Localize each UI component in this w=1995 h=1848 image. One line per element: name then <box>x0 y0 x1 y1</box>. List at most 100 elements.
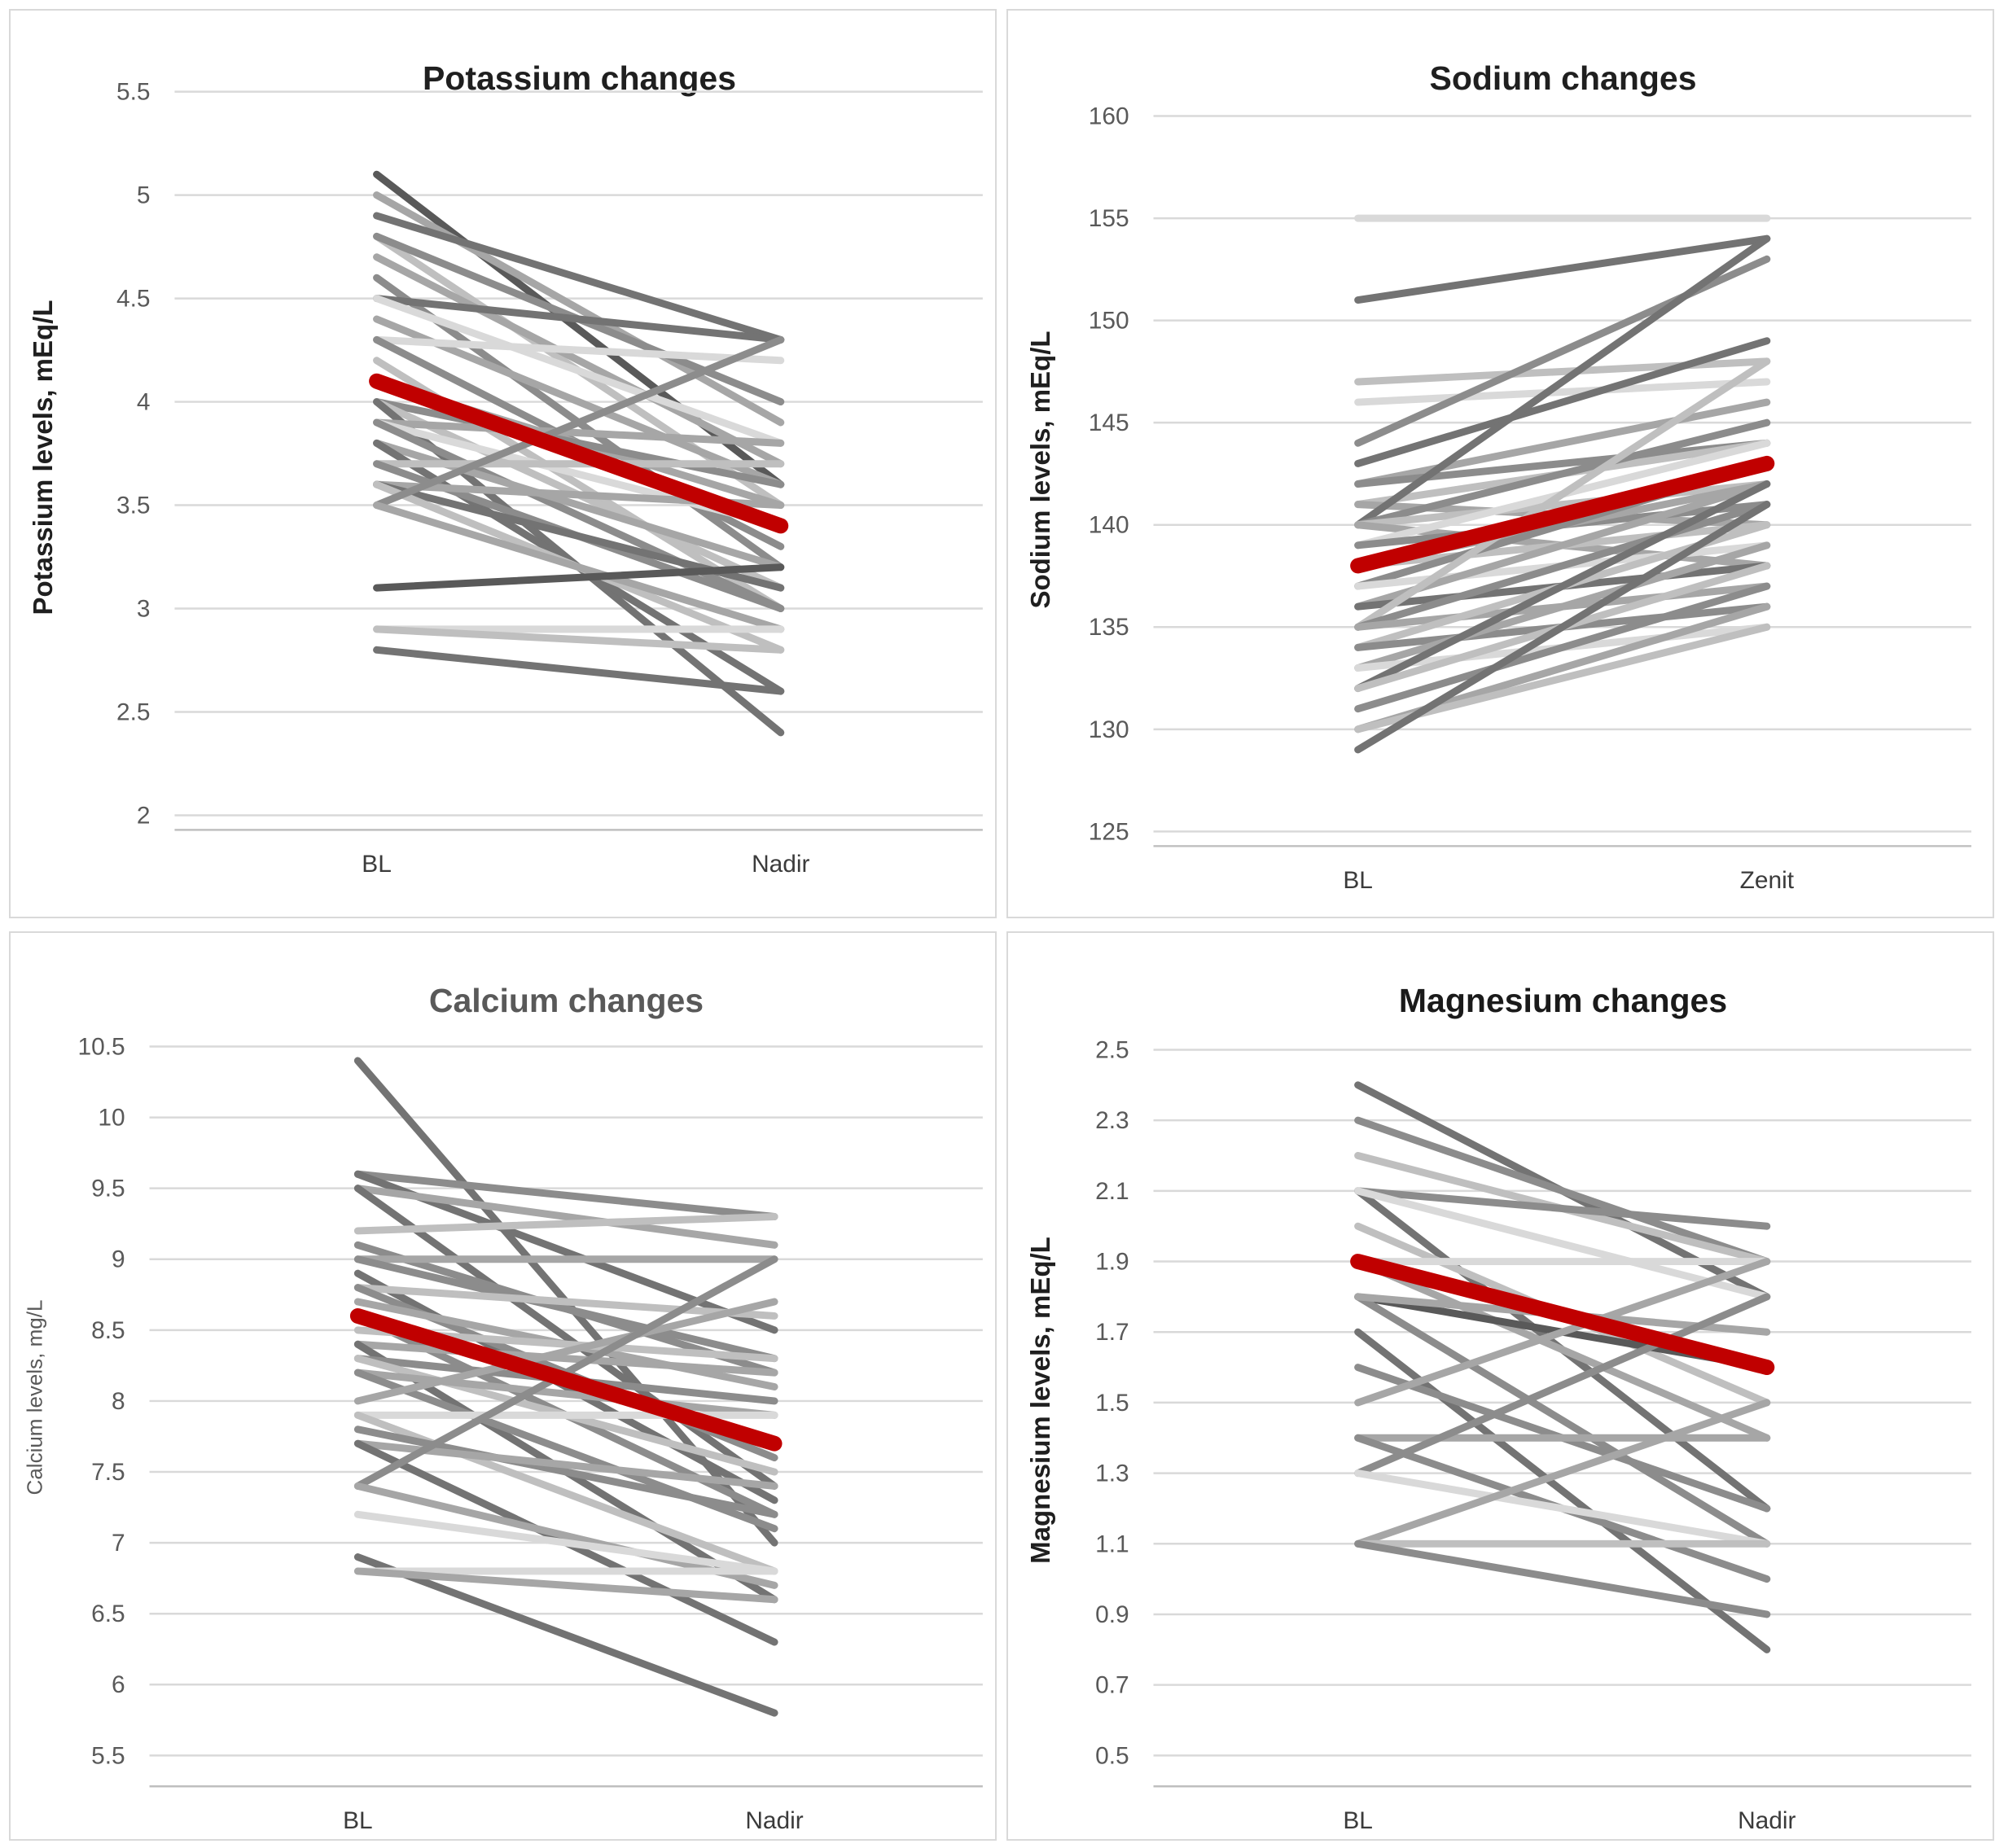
patient-line <box>1354 337 1771 467</box>
sodium-chart-panel: Sodium changes Sodium levels, mEq/L 160 1… <box>1006 9 1994 918</box>
patient-line <box>1354 1258 1771 1442</box>
patient-line <box>1354 480 1771 693</box>
y-tick-label: 0.5 <box>1095 1742 1129 1769</box>
patient-line <box>1354 418 1771 529</box>
patient-line <box>373 418 785 612</box>
patient-line <box>373 501 785 633</box>
y-tick-label: 4 <box>137 389 151 416</box>
patient-line <box>1354 541 1771 672</box>
patient-line <box>373 418 785 447</box>
y-tick-label: 150 <box>1089 308 1129 335</box>
magnesium-chart-title: Magnesium changes <box>1398 982 1728 1019</box>
y-tick-label: 160 <box>1089 103 1129 129</box>
patient-line <box>373 295 785 344</box>
y-tick-label: 8 <box>112 1388 125 1415</box>
x-category-label-bl: BL <box>1343 867 1373 894</box>
y-tick-label: 2.1 <box>1095 1178 1129 1205</box>
y-tick-label: 0.7 <box>1095 1672 1129 1699</box>
patient-line <box>373 295 785 447</box>
y-tick-label: 125 <box>1089 818 1129 845</box>
y-tick-label: 130 <box>1089 716 1129 743</box>
patient-line <box>353 1368 778 1419</box>
y-tick-label: 5 <box>137 182 151 209</box>
patient-line <box>1354 1293 1771 1478</box>
patient-line <box>373 563 785 592</box>
patient-line <box>1354 1539 1771 1618</box>
patient-line <box>353 1213 778 1235</box>
patient-line <box>1354 1187 1771 1301</box>
patient-line <box>1354 1187 1771 1230</box>
patient-line <box>373 212 785 344</box>
patient-line <box>373 625 785 654</box>
x-category-label-nadir: Nadir <box>1738 1807 1796 1834</box>
magnesium-slope-plot: 2.5 2.3 2.1 1.9 1.7 1.5 1.3 1.1 0.9 0.7 0.5 BL Nadir <box>1095 1036 1971 1834</box>
y-tick-label: 0.9 <box>1095 1601 1129 1628</box>
y-tick-label: 145 <box>1089 409 1129 436</box>
patient-line <box>353 1255 778 1363</box>
y-tick-label: 2.5 <box>116 698 151 725</box>
patient-line <box>373 398 785 488</box>
sodium-slope-plot: 160 155 150 145 140 135 130 125 BL Zenit <box>1089 103 1971 894</box>
patient-line <box>1354 1399 1771 1548</box>
y-tick-label: 5.5 <box>116 79 151 106</box>
mean-line <box>349 1307 783 1452</box>
y-tick-label: 3.5 <box>116 492 151 519</box>
patient-line <box>353 1170 778 1220</box>
magnesium-chart-panel: Magnesium changes Magnesium levels, mEq/… <box>1006 931 1994 1841</box>
y-tick-label: 9 <box>112 1246 125 1273</box>
patient-line <box>353 1553 778 1717</box>
patient-line <box>353 1340 778 1377</box>
y-tick-label: 155 <box>1089 205 1129 232</box>
x-category-label-bl: BL <box>1343 1807 1373 1834</box>
patient-line <box>353 1425 778 1518</box>
patient-line <box>373 335 785 365</box>
patient-line <box>1354 501 1771 631</box>
x-category-label-nadir: Nadir <box>745 1807 803 1834</box>
patient-line <box>373 253 785 468</box>
patient-line <box>1354 234 1771 304</box>
y-tick-label: 8.5 <box>91 1317 125 1344</box>
patient-line <box>373 646 785 695</box>
x-category-label-bl: BL <box>343 1807 373 1834</box>
potassium-slope-plot: 5.5 5 4.5 4 3.5 3 2.5 2 BL Nadir <box>116 79 983 878</box>
y-tick-label: 1.1 <box>1095 1531 1129 1557</box>
y-tick-label: 7 <box>112 1530 125 1557</box>
y-tick-label: 9.5 <box>91 1176 125 1202</box>
patient-line <box>1354 582 1771 713</box>
patient-line <box>353 1510 778 1575</box>
y-tick-label: 135 <box>1089 614 1129 641</box>
patient-line <box>1354 1116 1771 1266</box>
y-tick-label: 7.5 <box>91 1459 125 1486</box>
calcium-slope-plot: 10.5 10 9.5 9 8.5 8 7.5 7 6.5 6 5.5 BL Nadir <box>78 1033 983 1834</box>
y-tick-label: 1.9 <box>1095 1249 1129 1276</box>
y-tick-label: 5.5 <box>91 1742 125 1769</box>
patient-line <box>1354 1469 1771 1548</box>
y-tick-label: 1.7 <box>1095 1319 1129 1346</box>
y-tick-label: 140 <box>1089 512 1129 539</box>
y-tick-label: 2.5 <box>1095 1036 1129 1063</box>
y-tick-label: 3 <box>137 595 151 622</box>
patient-line <box>373 191 785 427</box>
y-tick-label: 10.5 <box>78 1033 125 1060</box>
patient-line <box>1354 398 1771 488</box>
patient-line <box>1354 1328 1771 1653</box>
x-category-label-bl: BL <box>362 851 392 878</box>
patient-line <box>1354 357 1771 631</box>
patient-line <box>353 1284 778 1320</box>
patient-line <box>1354 378 1771 406</box>
patient-line <box>353 1185 778 1490</box>
patient-line <box>353 1298 778 1405</box>
y-tick-label: 10 <box>98 1105 125 1132</box>
calcium-chart-title: Calcium changes <box>428 982 704 1019</box>
y-tick-label: 2 <box>137 802 151 829</box>
y-tick-label: 1.3 <box>1095 1460 1129 1487</box>
patient-line <box>353 1567 778 1604</box>
y-tick-label: 4.5 <box>116 286 151 313</box>
patient-line <box>1354 501 1771 754</box>
y-tick-label: 6 <box>112 1671 125 1698</box>
patient-line <box>1354 1258 1771 1407</box>
y-tick-label: 6.5 <box>91 1601 125 1627</box>
mean-line <box>369 373 789 534</box>
patient-line <box>1354 234 1771 529</box>
